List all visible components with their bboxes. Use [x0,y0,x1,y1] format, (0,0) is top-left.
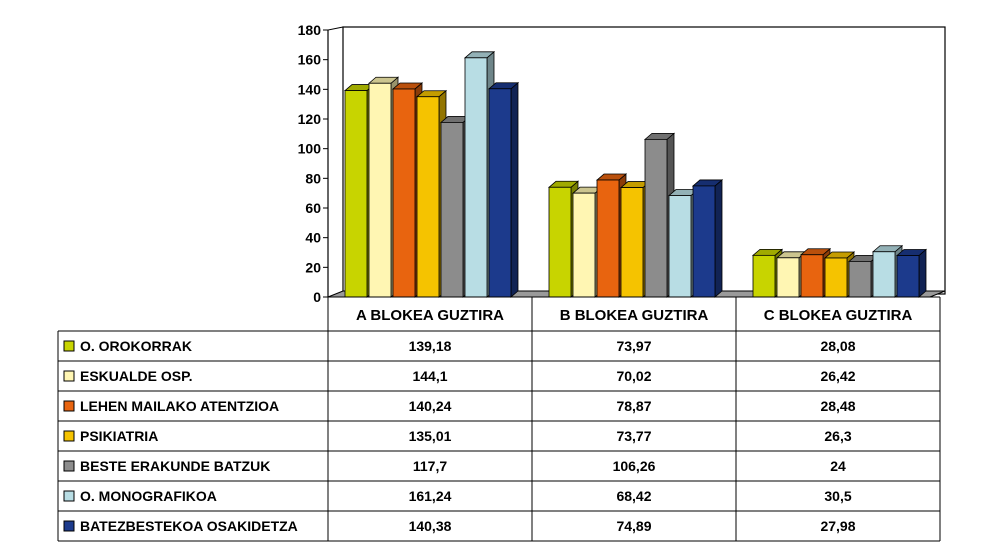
legend-swatch [63,340,75,352]
legend-swatch [63,400,75,412]
data-value: 106,26 [613,458,656,474]
data-value: 144,1 [412,368,447,384]
y-tick-label: 160 [298,52,322,68]
legend-swatch [63,520,75,532]
bar [799,247,832,298]
bar-front [692,185,716,298]
category-label: A BLOKEA GUZTIRA [356,307,504,324]
data-value: 30,5 [824,488,851,504]
data-value: 139,18 [409,338,452,354]
y-tick-label: 60 [305,200,321,216]
bar-front [440,122,464,298]
data-value: 140,38 [409,518,452,534]
series-label: ESKUALDE OSP. [80,368,193,384]
bar-front [368,82,392,298]
data-value: 140,24 [409,398,452,414]
series-label: BESTE ERAKUNDE BATZUK [80,458,270,474]
series-label: PSIKIATRIA [80,428,158,444]
legend-swatch [63,370,75,382]
bar-front [848,260,872,298]
data-value: 27,98 [820,518,855,534]
y-tick-label: 140 [298,81,322,97]
bar [487,81,520,298]
y-tick-label: 100 [298,141,322,157]
y-tick-label: 180 [298,22,322,38]
bar-front [344,90,368,298]
category-label: B BLOKEA GUZTIRA [560,307,709,324]
category-label: C BLOKEA GUZTIRA [764,307,913,324]
data-value: 161,24 [409,488,452,504]
y-tick-label: 80 [305,170,321,186]
bar-front [800,254,824,298]
data-value: 26,42 [820,368,855,384]
series-label: O. OROKORRAK [80,338,192,354]
data-value: 28,48 [820,398,855,414]
data-value: 70,02 [616,368,651,384]
bar-front [896,255,920,298]
bar-front [548,186,572,298]
bar-front [572,192,596,298]
bar-side [510,81,519,298]
data-value: 73,77 [616,428,651,444]
legend-swatch [63,430,75,442]
data-table: A BLOKEA GUZTIRA B BLOKEA GUZTIRA C BLOKEA… [57,296,941,542]
data-value: 24 [830,458,846,474]
bar-front [596,179,620,298]
series-label: LEHEN MAILAKO ATENTZIOA [80,398,279,414]
bar-front [668,195,692,298]
y-tick-label: 0 [313,289,321,305]
data-value: 68,42 [616,488,651,504]
y-tick-label: 120 [298,111,322,127]
y-tick-label: 20 [305,259,321,275]
series-label: O. MONOGRAFIKOA [80,488,217,504]
data-value: 28,08 [820,338,855,354]
bar-side [714,179,723,298]
series-label: BATEZBESTEKOA OSAKIDETZA [80,518,298,534]
data-value: 78,87 [616,398,651,414]
bar-side [918,248,927,298]
plot-area: 0 20 40 60 80 100 120 140 160 180 [298,22,946,305]
bar-front [752,254,776,298]
legend-swatch [63,460,75,472]
data-value: 74,89 [616,518,651,534]
bar [691,179,724,298]
side-wall [327,26,344,298]
bar [895,248,928,298]
bar-front [488,88,512,298]
data-value: 135,01 [409,428,452,444]
bar-front [392,88,416,298]
bar-front [416,96,440,298]
y-tick-label: 40 [305,230,321,246]
bar-front [464,57,488,298]
bar-front [872,251,896,298]
bar-front [824,257,848,298]
bar-front [644,138,668,298]
legend-swatch [63,490,75,502]
bar-front [620,187,644,298]
data-value: 26,3 [824,428,851,444]
data-value: 73,97 [616,338,651,354]
data-value: 117,7 [413,458,447,474]
bar-front [776,257,800,298]
